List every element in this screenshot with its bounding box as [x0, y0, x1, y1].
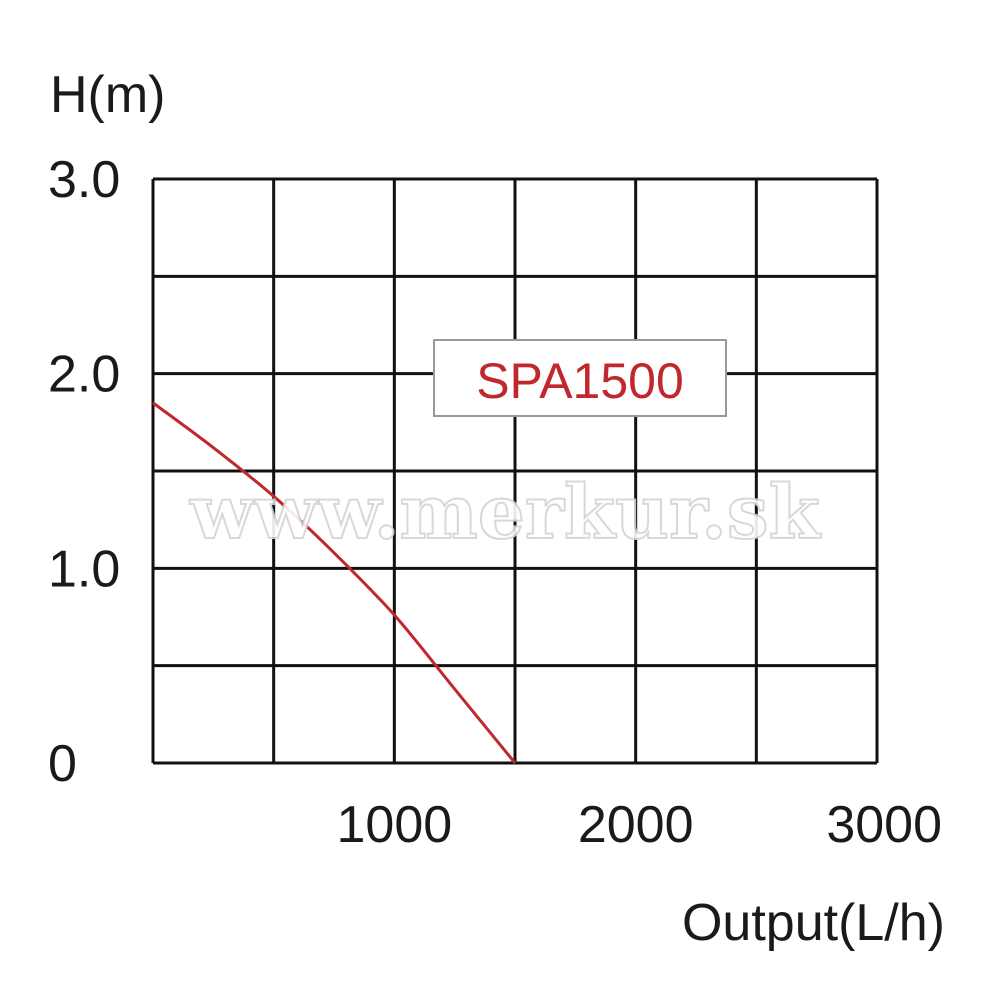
- y-axis-ticks: 0 1.0 2.0 3.0: [48, 151, 120, 793]
- y-axis-title: H(m): [50, 66, 166, 124]
- series-line-spa1500: [152, 401, 517, 764]
- series-label: SPA1500: [433, 339, 727, 417]
- y-tick-label: 2.0: [48, 346, 120, 404]
- x-tick-label: 2000: [578, 796, 694, 854]
- y-tick-label: 0: [48, 735, 77, 793]
- series-label-text: SPA1500: [476, 353, 684, 409]
- watermark: www.merkur.sk: [188, 469, 822, 557]
- x-tick-label: 3000: [826, 796, 942, 854]
- x-axis-ticks: 1000 2000 3000: [336, 796, 942, 854]
- x-tick-label: 1000: [336, 796, 452, 854]
- x-axis-title: Output(L/h): [682, 894, 945, 952]
- y-tick-label: 3.0: [48, 151, 120, 209]
- grid: [151, 177, 879, 765]
- y-tick-label: 1.0: [48, 540, 120, 598]
- series-label-box: [433, 339, 727, 417]
- watermark-text: www.merkur.sk: [189, 470, 821, 556]
